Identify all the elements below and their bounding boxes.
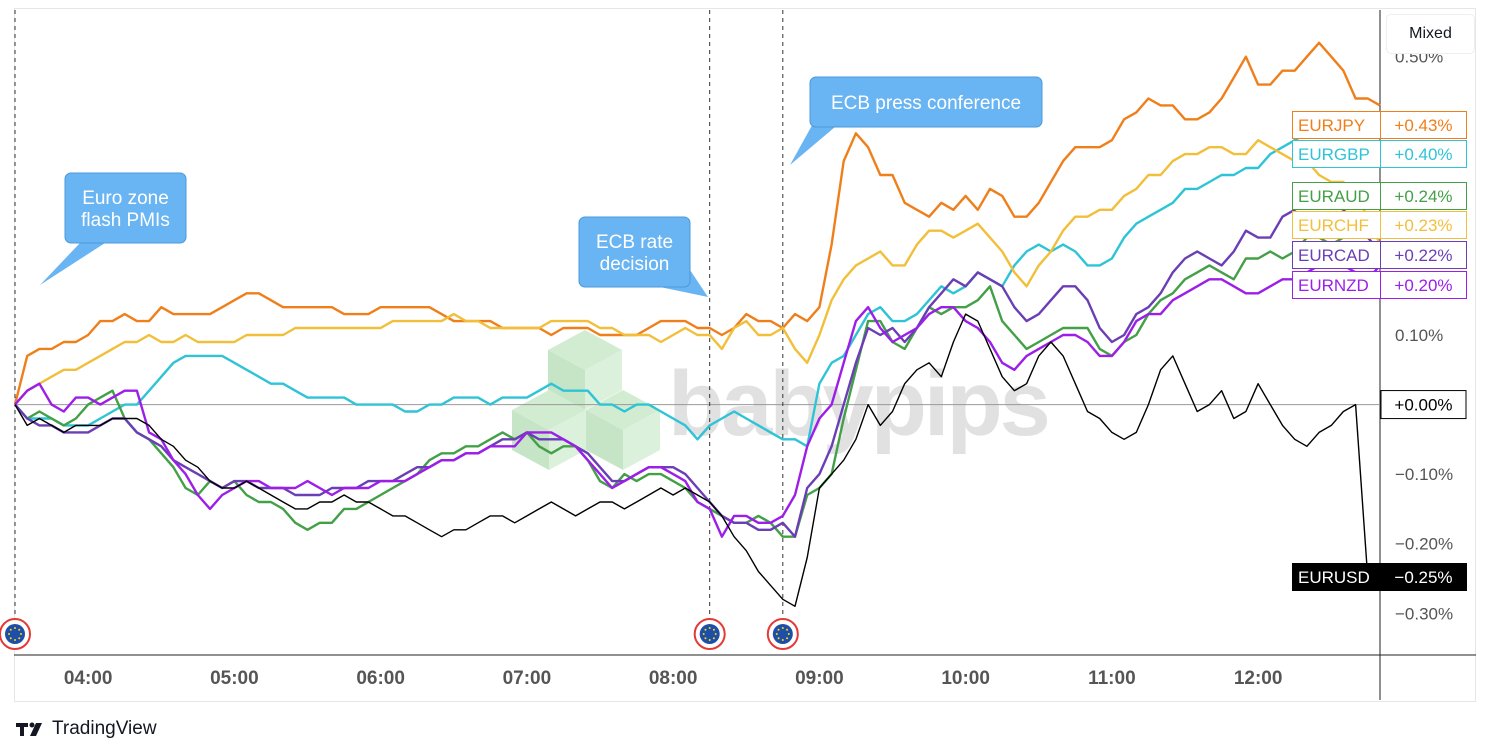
footer-brand-text: TradingView (52, 718, 157, 739)
x-tick-label: 07:00 (503, 668, 552, 689)
callout-label: ECB rate (596, 232, 673, 253)
series-line-eurchf (14, 138, 1382, 406)
callout-label: ECB press conference (831, 93, 1021, 114)
series-line-eurcad (14, 187, 1381, 538)
y-tick-label: −0.10% (1395, 465, 1453, 484)
callout-label: decision (600, 254, 670, 275)
series-value-eurcad: +0.22% (1380, 241, 1467, 269)
x-tick-label: 10:00 (941, 668, 990, 689)
callout-label: flash PMIs (81, 210, 170, 231)
watermark-cubes-icon (512, 330, 660, 470)
series-label-eurgbp[interactable]: EURGBP (1292, 140, 1380, 168)
series-label-eurcad[interactable]: EURCAD (1292, 241, 1380, 269)
series-label-eurusd[interactable]: EURUSD (1292, 563, 1380, 591)
series-label-euraud[interactable]: EURAUD (1292, 182, 1380, 210)
series-line-eurusd (14, 313, 1380, 607)
series-value-eurusd: −0.25% (1380, 563, 1467, 591)
y-tick-label: −0.30% (1395, 604, 1453, 623)
series-value-eurjpy: +0.43% (1380, 111, 1467, 139)
eu-flag-icon[interactable] (0, 618, 31, 650)
x-tick-label: 11:00 (1088, 668, 1136, 689)
x-tick-label: 06:00 (356, 668, 405, 689)
baseline-badge (1380, 390, 1467, 420)
scale-mode-button[interactable]: Mixed (1387, 15, 1474, 53)
series-value-euraud: +0.24% (1380, 182, 1467, 210)
series-value-eurnzd: +0.20% (1380, 271, 1467, 299)
eu-flag-icon[interactable] (693, 618, 726, 650)
series-value-eurgbp: +0.40% (1380, 140, 1467, 168)
x-tick-label: 09:00 (795, 668, 844, 689)
series-line-euraud (14, 229, 1380, 538)
eu-flag-icon[interactable] (766, 618, 799, 650)
x-tick-label: 04:00 (64, 668, 113, 689)
tradingview-logo[interactable]: TradingView (16, 718, 157, 740)
series-label-eurnzd[interactable]: EURNZD (1292, 271, 1380, 299)
series-label-eurjpy[interactable]: EURJPY (1292, 111, 1380, 139)
series-line-eurnzd (14, 264, 1381, 538)
series-label-eurchf[interactable]: EURCHF (1292, 211, 1380, 239)
x-tick-label: 05:00 (210, 668, 259, 689)
series-value-eurchf: +0.23% (1380, 211, 1467, 239)
x-tick-label: 12:00 (1234, 668, 1283, 689)
event-callout: ECB press conference (790, 76, 1043, 165)
callout-label: Euro zone (82, 188, 169, 209)
baseline-badge-label: +0.00% (1394, 396, 1452, 415)
y-tick-label: 0.10% (1395, 326, 1443, 345)
tradingview-logo-icon (16, 722, 42, 736)
y-tick-label: −0.20% (1395, 535, 1453, 554)
babypips-watermark: babypips (668, 353, 1051, 455)
series-line-eurgbp (14, 125, 1380, 448)
series-line-eurjpy (13, 41, 1381, 405)
x-tick-label: 08:00 (649, 668, 698, 689)
